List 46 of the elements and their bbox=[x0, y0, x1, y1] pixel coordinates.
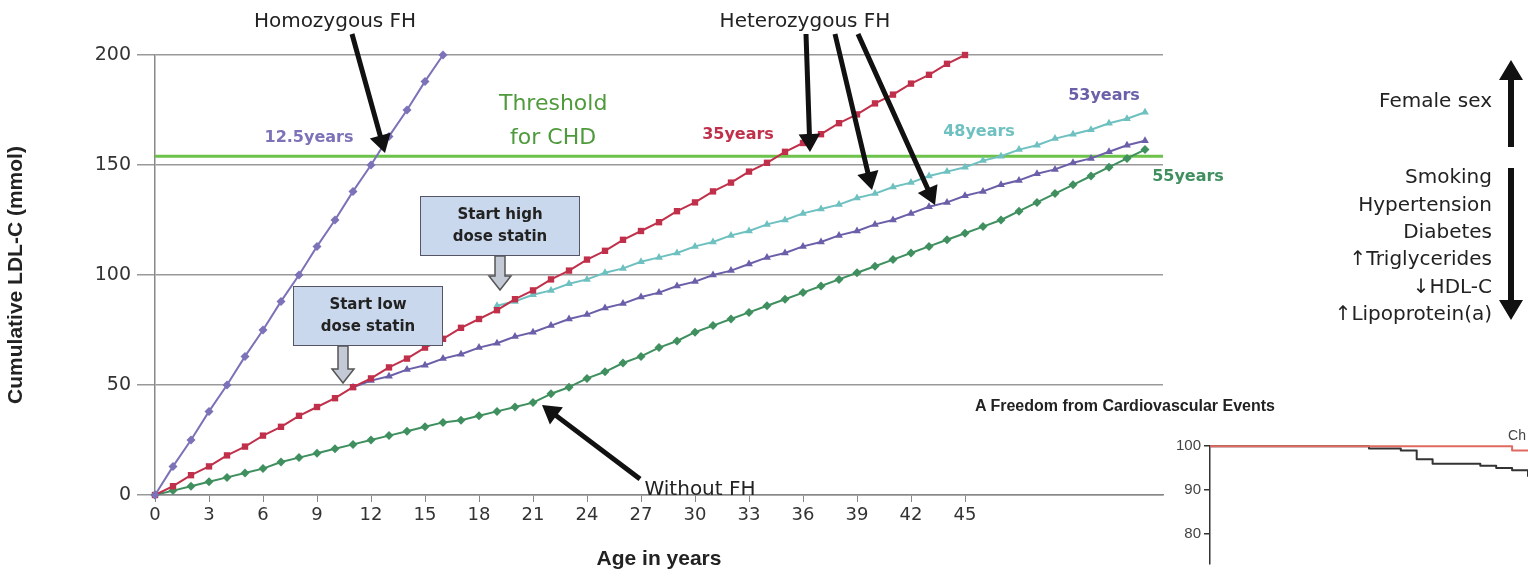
x-tick-label: 42 bbox=[899, 503, 923, 525]
text: Homozygous FH bbox=[253, 8, 417, 33]
x-tick-label: 9 bbox=[311, 503, 323, 525]
y-tick-label: 50 bbox=[106, 371, 131, 394]
y-tick-label: 100 bbox=[1175, 436, 1201, 454]
y-axis-title: Cumulative LDL-C (mmol) bbox=[3, 146, 27, 404]
x-tick-label: 36 bbox=[791, 503, 815, 525]
y-tick-label: 150 bbox=[94, 151, 131, 174]
annotation: 12.5years bbox=[264, 127, 354, 147]
annotation: 48years bbox=[943, 121, 1015, 141]
y-tick-label: 0 bbox=[118, 481, 131, 504]
x-tick-label: 15 bbox=[413, 503, 437, 525]
ref-line-label: Threshold for CHD bbox=[497, 89, 608, 149]
y-tick-label: 200 bbox=[94, 41, 131, 64]
x-tick-label: 12 bbox=[359, 503, 383, 525]
text: Female sex bbox=[1379, 88, 1493, 113]
x-tick-label: 21 bbox=[521, 503, 545, 525]
text: Diabetes bbox=[1403, 219, 1492, 243]
chart-title: A Freedom from Cardiovascular Events bbox=[975, 397, 1276, 415]
x-tick-label: 27 bbox=[629, 503, 653, 525]
x-tick-label: 3 bbox=[203, 503, 215, 525]
callout-box: Start low dose statin bbox=[293, 286, 443, 346]
text: ↑Triglycerides bbox=[1349, 246, 1492, 271]
x-tick-label: 0 bbox=[149, 503, 161, 525]
text: Hypertension bbox=[1358, 191, 1492, 216]
y-tick-label: 90 bbox=[1184, 479, 1201, 497]
x-tick-label: 45 bbox=[953, 503, 977, 525]
y-tick-label: 100 bbox=[94, 261, 131, 284]
annotation: 53years bbox=[1068, 85, 1140, 105]
annotation: 35years bbox=[702, 124, 774, 144]
x-tick-label: 18 bbox=[467, 503, 491, 525]
text: ↑Lipoprotein(a) bbox=[1334, 301, 1492, 326]
callout-box: Start high dose statin bbox=[420, 196, 580, 256]
text: Heterozygous FH bbox=[719, 8, 891, 33]
text: ↓HDL-C bbox=[1412, 273, 1492, 298]
x-tick-label: 33 bbox=[737, 503, 761, 525]
x-tick-label: 39 bbox=[845, 503, 869, 525]
x-tick-label: 6 bbox=[257, 503, 269, 525]
text: Ch bbox=[1508, 427, 1526, 444]
annotation: Without FH bbox=[644, 476, 756, 501]
x-axis-title: Age in years bbox=[596, 546, 722, 570]
annotation: 55years bbox=[1152, 166, 1224, 186]
y-tick-label: 80 bbox=[1184, 523, 1201, 541]
text: Smoking bbox=[1405, 164, 1492, 189]
x-tick-label: 24 bbox=[575, 503, 599, 525]
x-tick-label: 30 bbox=[683, 503, 707, 525]
